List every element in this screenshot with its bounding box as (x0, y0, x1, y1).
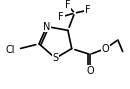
Text: Cl: Cl (5, 45, 15, 55)
Text: F: F (85, 5, 91, 15)
Text: F: F (58, 12, 64, 22)
Text: N: N (43, 22, 50, 32)
Text: O: O (102, 44, 109, 54)
Text: F: F (65, 0, 71, 10)
Text: S: S (52, 53, 58, 63)
Text: O: O (86, 66, 94, 76)
